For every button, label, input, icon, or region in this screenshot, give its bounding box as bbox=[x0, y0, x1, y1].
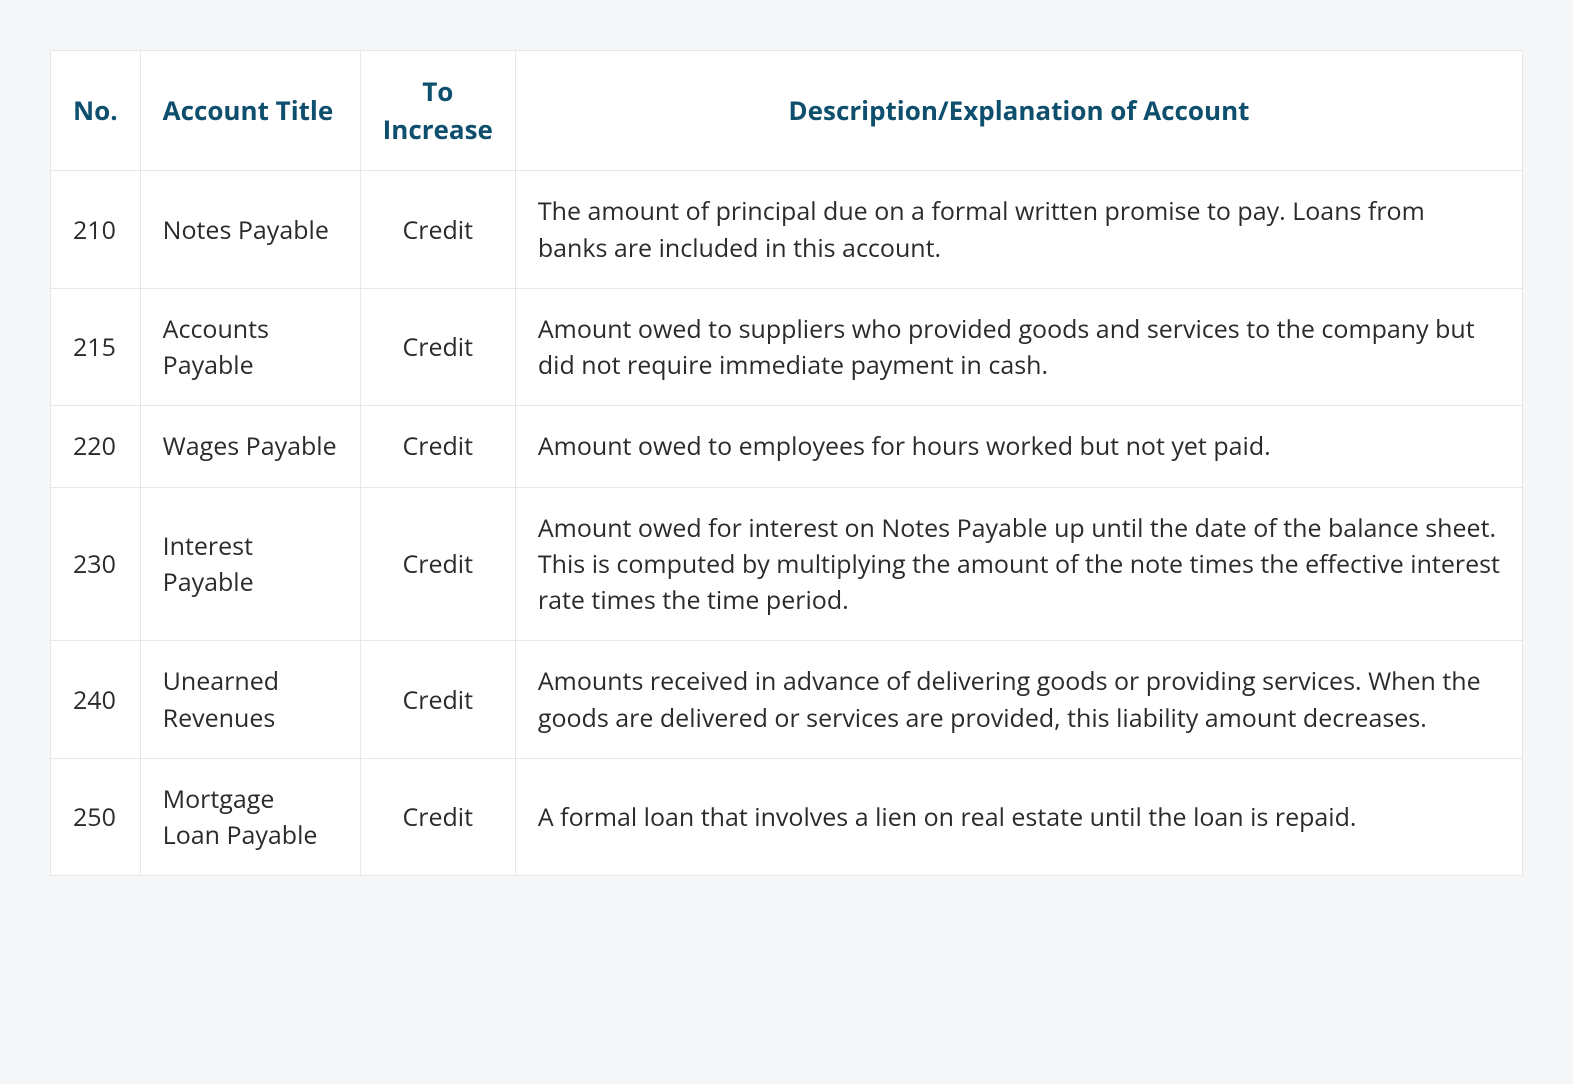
cell-desc: The amount of principal due on a formal … bbox=[515, 171, 1522, 289]
cell-increase: Credit bbox=[360, 641, 515, 759]
cell-increase: Credit bbox=[360, 406, 515, 487]
table-header-row: No. Account Title To Increase Descriptio… bbox=[51, 51, 1523, 171]
cell-title: Interest Payable bbox=[140, 487, 360, 641]
cell-desc: Amount owed for interest on Notes Payabl… bbox=[515, 487, 1522, 641]
cell-title: Notes Payable bbox=[140, 171, 360, 289]
cell-no: 240 bbox=[51, 641, 141, 759]
cell-no: 215 bbox=[51, 288, 141, 406]
cell-increase: Credit bbox=[360, 171, 515, 289]
accounts-table: No. Account Title To Increase Descriptio… bbox=[50, 50, 1523, 876]
cell-title: Wages Payable bbox=[140, 406, 360, 487]
cell-no: 220 bbox=[51, 406, 141, 487]
cell-desc: Amount owed to employees for hours worke… bbox=[515, 406, 1522, 487]
cell-no: 230 bbox=[51, 487, 141, 641]
accounts-table-wrapper: No. Account Title To Increase Descriptio… bbox=[50, 50, 1523, 876]
col-header-increase: To Increase bbox=[360, 51, 515, 171]
cell-desc: Amounts received in advance of deliverin… bbox=[515, 641, 1522, 759]
cell-title: Mortgage Loan Payable bbox=[140, 758, 360, 876]
cell-no: 250 bbox=[51, 758, 141, 876]
cell-title: Unearned Revenues bbox=[140, 641, 360, 759]
cell-increase: Credit bbox=[360, 288, 515, 406]
cell-desc: A formal loan that involves a lien on re… bbox=[515, 758, 1522, 876]
table-header: No. Account Title To Increase Descriptio… bbox=[51, 51, 1523, 171]
cell-title: Accounts Payable bbox=[140, 288, 360, 406]
table-body: 210 Notes Payable Credit The amount of p… bbox=[51, 171, 1523, 876]
cell-no: 210 bbox=[51, 171, 141, 289]
col-header-title: Account Title bbox=[140, 51, 360, 171]
cell-desc: Amount owed to suppliers who provided go… bbox=[515, 288, 1522, 406]
table-row: 240 Unearned Revenues Credit Amounts rec… bbox=[51, 641, 1523, 759]
table-row: 220 Wages Payable Credit Amount owed to … bbox=[51, 406, 1523, 487]
table-row: 210 Notes Payable Credit The amount of p… bbox=[51, 171, 1523, 289]
table-row: 250 Mortgage Loan Payable Credit A forma… bbox=[51, 758, 1523, 876]
cell-increase: Credit bbox=[360, 758, 515, 876]
table-row: 215 Accounts Payable Credit Amount owed … bbox=[51, 288, 1523, 406]
col-header-desc: Description/Explanation of Account bbox=[515, 51, 1522, 171]
col-header-no: No. bbox=[51, 51, 141, 171]
cell-increase: Credit bbox=[360, 487, 515, 641]
table-row: 230 Interest Payable Credit Amount owed … bbox=[51, 487, 1523, 641]
